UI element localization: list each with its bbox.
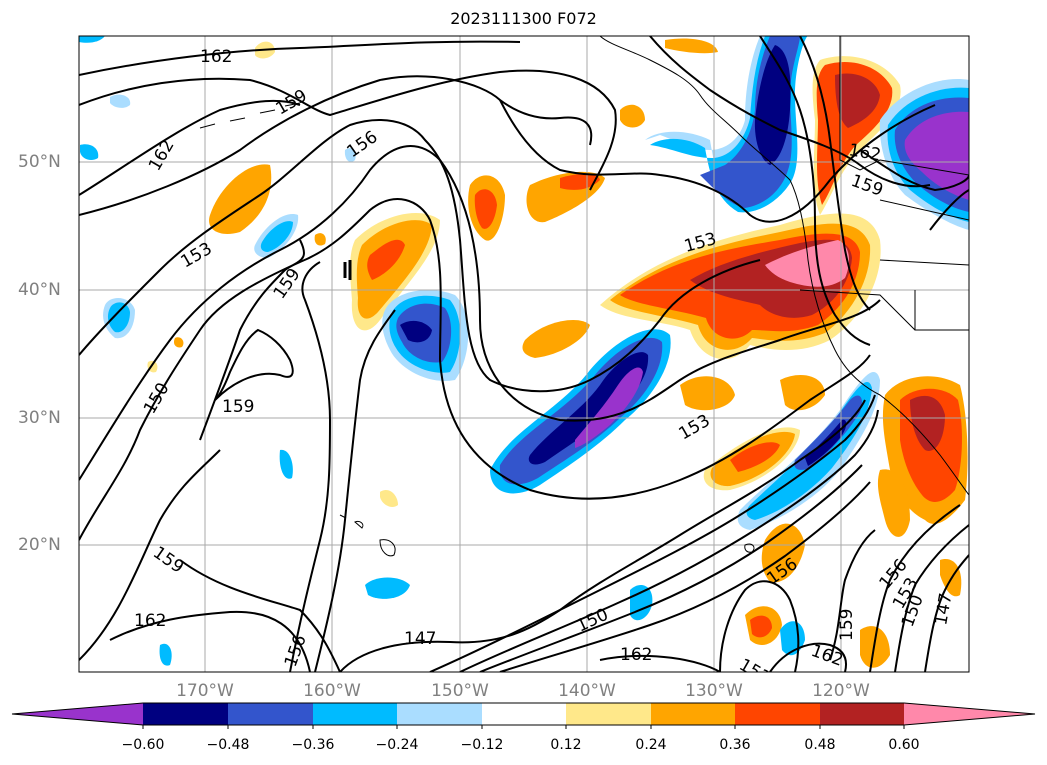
colorbar-extend-high xyxy=(904,703,1035,725)
graticule xyxy=(79,36,969,672)
contour-label: 159 xyxy=(837,609,857,641)
contour-label: 147 xyxy=(404,629,436,649)
contour-label: 162 xyxy=(134,611,166,631)
lon-label-130w: 130°W xyxy=(685,681,743,701)
coastlines xyxy=(199,36,969,557)
colorbar-extend-low xyxy=(12,703,143,725)
positive-anomaly-shading xyxy=(147,38,968,668)
map-frame xyxy=(78,35,970,673)
colorbar-tick: −0.36 xyxy=(291,737,335,753)
shaded-fields xyxy=(79,36,969,668)
map-title: 2023111300 F072 xyxy=(450,9,597,28)
height-contours xyxy=(79,36,969,672)
contour-label: 159 xyxy=(222,397,254,417)
colorbar-tick: 0.24 xyxy=(635,737,667,753)
lon-label-140w: 140°W xyxy=(558,681,616,701)
colorbar-tick: −0.12 xyxy=(460,737,504,753)
colorbar xyxy=(11,702,1036,729)
contour-label: 162 xyxy=(200,47,232,67)
lon-label-170w: 170°W xyxy=(176,681,234,701)
lon-label-120w: 120°W xyxy=(812,681,870,701)
lat-label-20n: 20°N xyxy=(18,535,61,555)
lat-label-30n: 30°N xyxy=(18,408,61,428)
lat-label-40n: 40°N xyxy=(18,280,61,300)
contour-label: 162 xyxy=(620,645,652,665)
negative-anomaly-shading xyxy=(79,36,969,666)
colorbar-tick: −0.60 xyxy=(121,737,165,753)
lat-label-50n: 50°N xyxy=(18,152,61,172)
colorbar-tick: −0.48 xyxy=(206,737,250,753)
colorbar-tick: 0.48 xyxy=(804,737,836,753)
colorbar-tick: 0.12 xyxy=(550,737,582,753)
colorbar-tick: −0.24 xyxy=(375,737,419,753)
lon-label-150w: 150°W xyxy=(431,681,489,701)
colorbar-tick: 0.60 xyxy=(888,737,920,753)
lon-label-160w: 160°W xyxy=(303,681,361,701)
colorbar-tick: 0.36 xyxy=(719,737,751,753)
